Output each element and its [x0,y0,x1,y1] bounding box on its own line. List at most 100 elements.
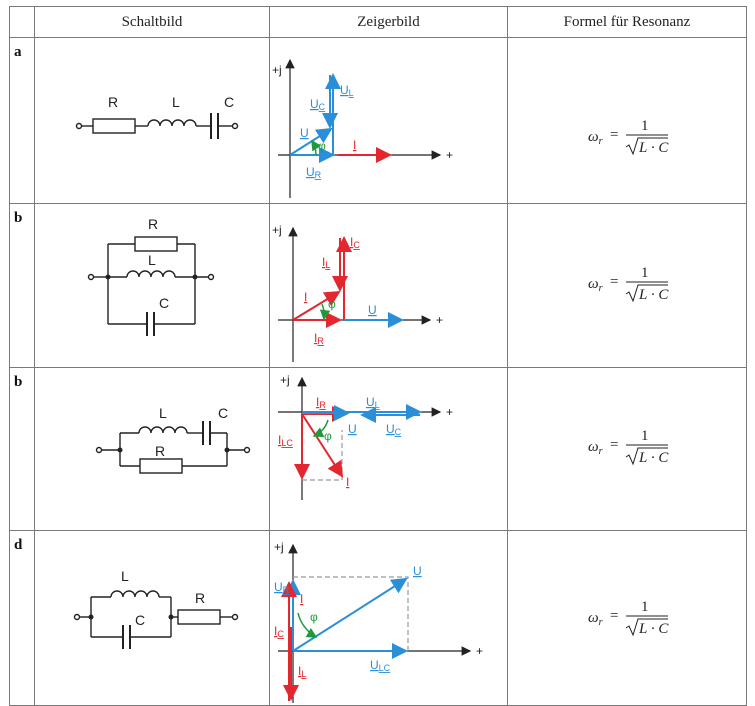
formula-eq: = [610,127,618,143]
axis-j-label: +j [272,63,282,77]
label-r: R [195,590,205,606]
lc-parallel-series-r-schematic: L C R [73,568,239,649]
formula-denominator: L · C [638,140,669,156]
phasor-cell: +j + IC IL I U IR φ [269,203,508,368]
formula-denominator: L · C [638,450,669,466]
phasor-ul: UL [366,395,380,410]
label-l: L [121,568,129,584]
label-r: R [155,443,165,459]
axis-plus-label: + [476,644,483,658]
phasor-cell: +j + UL UC U I UR φ [269,37,508,204]
phasor-ir: IR [314,331,324,346]
formula-denominator: L · C [638,621,669,637]
phasor-i: I [304,290,307,304]
label-r: R [108,94,118,110]
label-l: L [148,252,156,268]
resistor-symbol [92,118,136,134]
phasor-phi: φ [324,429,332,443]
inductor-symbol [147,119,197,127]
formula-omega: ωr [588,276,603,294]
formula-numerator: 1 [641,428,649,444]
row-index: b [9,203,35,368]
resonance-table-sheet: Schaltbild Zeigerbild Formel für Resonan… [9,6,747,706]
resonance-formula: ωr = 1 L · C [588,265,669,303]
series-rlc-schematic: R L C [75,94,239,139]
formula-eq: = [610,437,618,453]
phasor-cell: +j + IR UL U UC ILC I φ [269,367,508,531]
phasor-ur: UR [274,580,290,595]
header-formel: Formel für Resonanz [507,6,747,38]
phasor-i: I [353,138,356,152]
label-c: C [218,405,228,421]
schematic-cell: L C R [34,367,270,531]
formula-denominator: L · C [638,287,669,303]
formula-cell: ωr = 1 L · C [507,530,747,706]
resonance-formula: ωr = 1 L · C [588,599,669,637]
formula-eq: = [610,274,618,290]
phasor-diagram-b1: +j + IC IL I U IR φ [272,223,443,362]
formula-numerator: 1 [641,118,649,134]
phasor-ilc: ILC [278,433,293,448]
phasor-ic: IC [350,235,360,250]
schematic-cell: L C R [34,530,270,706]
row-index: b [9,367,35,531]
schematic-cell: R L C [34,37,270,204]
phasor-u: U [368,303,377,317]
formula-omega: ωr [588,439,603,457]
phasor-phi: φ [328,297,336,311]
resonance-formula: ωr = 1 L · C [588,118,669,156]
axis-plus-label: + [436,313,443,327]
phasor-cell: +j + UR I U IC ULC IL φ [269,530,508,706]
formula-numerator: 1 [641,265,649,281]
lc-series-parallel-r-schematic: L C R [95,405,251,474]
axis-plus-label: + [446,148,453,162]
schematic-cell: R L C [34,203,270,368]
resonance-table: Schaltbild Zeigerbild Formel für Resonan… [9,6,747,706]
label-c: C [224,94,234,110]
formula-omega: ωr [588,129,603,147]
formula-eq: = [610,608,618,624]
phasor-u: U [413,564,422,578]
phasor-ic: IC [274,624,284,639]
table-row: d [9,530,747,706]
resonance-formula: ωr = 1 L · C [588,428,669,466]
phasor-ur: UR [306,165,322,180]
phasor-il: IL [298,664,306,679]
phasor-i: I [346,475,349,489]
formula-numerator: 1 [641,599,649,615]
phasor-u: U [348,422,357,436]
label-l: L [172,94,180,110]
phasor-il: IL [322,255,330,270]
label-c: C [159,295,169,311]
phasor-ulc: ULC [370,658,391,673]
header-index [9,6,35,38]
table-row: a R L C [9,37,747,204]
parallel-rlc-schematic: R L C [87,216,215,336]
axis-j-label: +j [280,373,290,387]
phasor-ul: UL [340,83,354,98]
header-zeigerbild: Zeigerbild [269,6,508,38]
header-schaltbild: Schaltbild [34,6,270,38]
row-index: a [9,37,35,204]
axis-j-label: +j [272,223,282,237]
phasor-phi: φ [310,610,318,624]
label-r: R [148,216,158,232]
label-c: C [135,612,145,628]
table-row: b [9,367,747,531]
formula-omega: ωr [588,610,603,628]
phasor-uc: UC [386,422,402,437]
axis-plus-label: + [446,405,453,419]
formula-cell: ωr = 1 L · C [507,367,747,531]
phasor-diagram-a: +j + UL UC U I UR φ [272,58,453,198]
table-row: b [9,203,747,368]
formula-cell: ωr = 1 L · C [507,203,747,368]
phasor-phi: φ [318,139,326,153]
phasor-diagram-d: +j + UR I U IC ULC IL φ [274,540,483,703]
row-index: d [9,530,35,706]
phasor-uc: UC [310,97,326,112]
label-l: L [159,405,167,421]
formula-cell: ωr = 1 L · C [507,37,747,204]
header-row: Schaltbild Zeigerbild Formel für Resonan… [9,6,747,38]
phasor-ir: IR [316,395,326,410]
axis-j-label: +j [274,540,284,554]
